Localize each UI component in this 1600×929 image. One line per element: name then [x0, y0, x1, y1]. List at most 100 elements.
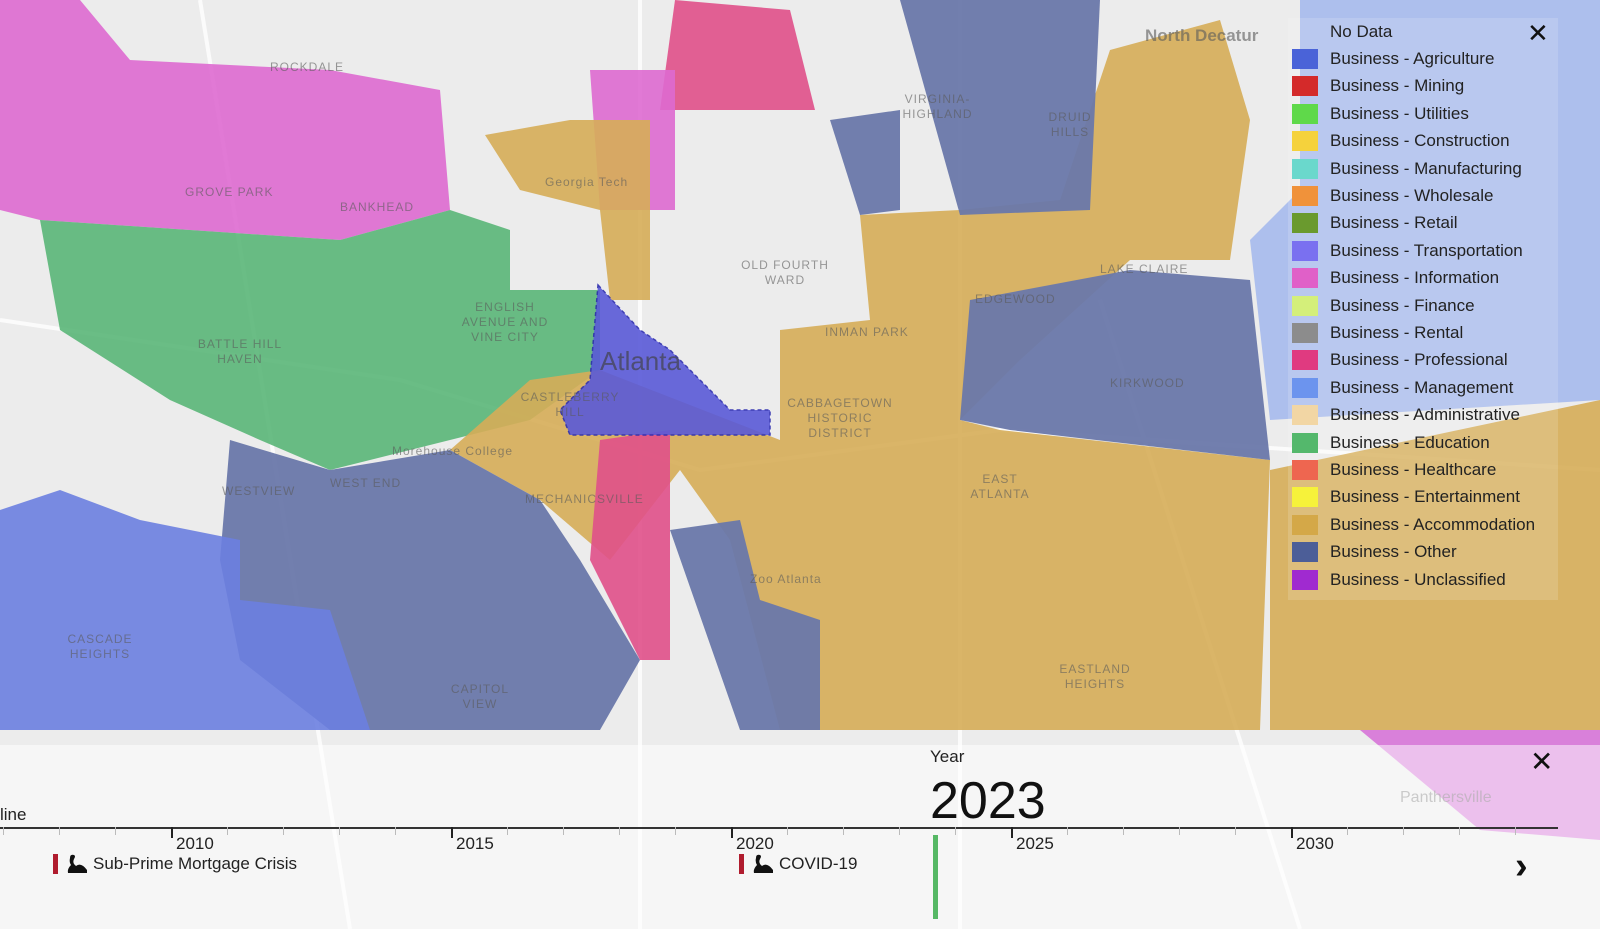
minor-tick: [1179, 827, 1180, 835]
legend-swatch: [1292, 432, 1318, 453]
minor-tick: [899, 827, 900, 835]
legend-label: Business - Utilities: [1330, 103, 1469, 123]
legend-item[interactable]: Business - Healthcare: [1292, 456, 1558, 483]
legend: No Data Business - Agriculture Business - …: [1288, 18, 1558, 600]
legend-item[interactable]: Business - Unclassified: [1292, 566, 1558, 593]
minor-tick: [1235, 827, 1236, 835]
place-label: Morehouse College: [392, 444, 514, 458]
legend-label: Business - Other: [1330, 542, 1457, 562]
legend-item[interactable]: Business - Mining: [1292, 73, 1558, 100]
chevron-right-icon: ›: [1515, 845, 1528, 887]
legend-close-button[interactable]: ✕: [1527, 20, 1549, 46]
region-other[interactable]: [670, 520, 820, 730]
legend-item[interactable]: Business - Rental: [1292, 319, 1558, 346]
place-label: Zoo Atlanta: [750, 572, 822, 586]
region-agriculture[interactable]: [0, 490, 370, 730]
minor-tick: [283, 827, 284, 835]
minor-tick: [339, 827, 340, 835]
region-other[interactable]: [900, 0, 1100, 215]
legend-item[interactable]: No Data: [1292, 18, 1558, 45]
legend-item[interactable]: Business - Other: [1292, 538, 1558, 565]
legend-swatch: [1292, 514, 1318, 535]
timeline-close-button[interactable]: ✕: [1530, 745, 1553, 778]
legend-item[interactable]: Business - Construction: [1292, 128, 1558, 155]
place-label: VIRGINIA-HIGHLAND: [902, 92, 973, 121]
legend-swatch: [1292, 213, 1318, 234]
year-label: Year: [930, 747, 965, 766]
place-label: CAPITOL VIEW: [450, 682, 510, 711]
place-label: WEST END: [330, 476, 402, 490]
legend-item[interactable]: Business - Information: [1292, 265, 1558, 292]
selected-region[interactable]: [559, 283, 771, 436]
minor-tick: [227, 827, 228, 835]
legend-label: Business - Accommodation: [1330, 514, 1536, 534]
place-label: CASCADE HEIGHTS: [67, 632, 133, 661]
legend-label: Business - Healthcare: [1330, 459, 1497, 479]
region-information[interactable]: [0, 0, 450, 240]
legend-item[interactable]: Business - Manufacturing: [1292, 155, 1558, 182]
major-tick: [171, 827, 173, 838]
major-tick: [451, 827, 453, 838]
event-marker: [53, 854, 58, 874]
tick-label: 2010: [176, 834, 214, 853]
timeline-title: line: [0, 805, 27, 824]
legend-label: Business - Rental: [1330, 322, 1464, 342]
minor-tick: [1515, 827, 1516, 835]
legend-item[interactable]: Business - Administrative: [1292, 401, 1558, 428]
next-button[interactable]: ›: [1515, 845, 1528, 888]
legend-item[interactable]: Business - Retail: [1292, 210, 1558, 237]
close-icon: ✕: [1530, 746, 1554, 777]
region-other[interactable]: [960, 270, 1270, 460]
region-other[interactable]: [830, 110, 900, 215]
place-label: ROCKDALE: [270, 60, 345, 74]
legend-item[interactable]: Business - Accommodation: [1292, 511, 1558, 538]
place-label: ENGLISH AVENUE AND VINE CITY: [461, 300, 549, 344]
legend-swatch: [1292, 542, 1318, 563]
legend-swatch: [1292, 240, 1318, 261]
region-accommodation[interactable]: [1270, 400, 1600, 730]
legend-label: Business - Professional: [1330, 350, 1508, 370]
legend-item[interactable]: Business - Finance: [1292, 292, 1558, 319]
legend-item[interactable]: Business - Professional: [1292, 347, 1558, 374]
legend-swatch: [1292, 405, 1318, 426]
timeline-event[interactable]: Sub-Prime Mortgage Crisis: [53, 854, 297, 874]
legend-label: Business - Construction: [1330, 131, 1510, 151]
tick-label: 2030: [1296, 834, 1334, 853]
legend-item[interactable]: Business - Wholesale: [1292, 182, 1558, 209]
timeline-cursor[interactable]: [932, 835, 938, 919]
region-professional[interactable]: [590, 430, 670, 660]
legend-swatch: [1292, 158, 1318, 179]
timeline-event[interactable]: COVID-19: [739, 854, 857, 874]
legend-label: Business - Management: [1330, 377, 1514, 397]
place-label: Georgia Tech: [545, 175, 629, 189]
event-label: Sub-Prime Mortgage Crisis: [93, 854, 298, 873]
place-label: LAKE CLAIRE: [1100, 262, 1189, 276]
region-professional[interactable]: [660, 0, 815, 110]
legend-label: Business - Wholesale: [1330, 186, 1494, 206]
place-label: KIRKWOOD: [1110, 376, 1185, 390]
legend-swatch: [1292, 377, 1318, 398]
minor-tick: [955, 827, 956, 835]
minor-tick: [1347, 827, 1348, 835]
legend-item[interactable]: Business - Management: [1292, 374, 1558, 401]
timeline-axis[interactable]: [0, 827, 1558, 829]
legend-item[interactable]: Business - Education: [1292, 429, 1558, 456]
legend-swatch: [1292, 350, 1318, 371]
region-education[interactable]: [40, 210, 600, 470]
legend-swatch: [1292, 22, 1318, 42]
minor-tick: [1459, 827, 1460, 835]
minor-tick: [3, 827, 4, 835]
black-swan-icon: [753, 854, 773, 873]
region-accommodation[interactable]: [485, 120, 650, 300]
minor-tick: [115, 827, 116, 835]
region-management[interactable]: [1250, 0, 1600, 420]
legend-item[interactable]: Business - Agriculture: [1292, 45, 1558, 72]
major-tick: [1011, 827, 1013, 838]
place-label: North Decatur: [1145, 26, 1259, 45]
legend-item[interactable]: Business - Transportation: [1292, 237, 1558, 264]
legend-item[interactable]: Business - Utilities: [1292, 100, 1558, 127]
minor-tick: [1123, 827, 1124, 835]
legend-item[interactable]: Business - Entertainment: [1292, 484, 1558, 511]
major-tick: [1291, 827, 1293, 838]
